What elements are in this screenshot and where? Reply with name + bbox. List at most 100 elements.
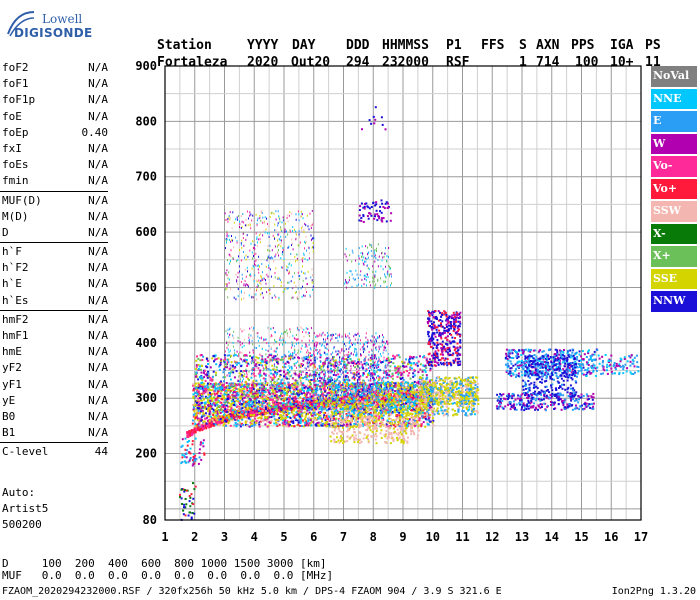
echo-point	[380, 417, 383, 420]
echo-point	[207, 388, 210, 391]
echo-point	[311, 414, 314, 417]
echo-point	[192, 384, 194, 387]
echo-point	[298, 415, 301, 418]
echo-point	[323, 361, 326, 364]
echo-point	[286, 420, 289, 422]
echo-point	[397, 400, 400, 403]
echo-point	[323, 414, 326, 417]
echo-point	[382, 371, 385, 374]
echo-point	[340, 395, 343, 398]
echo-point	[226, 395, 229, 398]
echo-point	[378, 401, 381, 404]
echo-point	[411, 367, 414, 370]
echo-point	[387, 356, 390, 359]
echo-point	[252, 412, 255, 416]
echo-point	[286, 410, 289, 413]
echo-point	[231, 410, 234, 413]
echo-point	[303, 390, 305, 393]
echo-point	[232, 398, 235, 401]
echo-point	[353, 424, 356, 427]
echo-point	[211, 392, 214, 395]
echo-point	[193, 410, 196, 413]
echo-point	[202, 425, 205, 428]
echo-point	[198, 365, 201, 368]
echo-point	[303, 384, 306, 387]
echo-point	[248, 404, 251, 407]
echo-point	[266, 382, 269, 385]
echo-point	[408, 362, 411, 365]
echo-point	[192, 403, 194, 406]
echo-point	[324, 411, 327, 414]
echo-point	[254, 392, 257, 395]
echo-point	[262, 389, 265, 392]
echo-point	[415, 405, 418, 408]
echo-point	[283, 389, 286, 392]
echo-point	[233, 404, 236, 406]
echo-point	[217, 390, 220, 393]
echo-point	[229, 371, 232, 374]
echo-point	[287, 407, 290, 410]
echo-point	[213, 390, 216, 393]
echo-point	[213, 410, 216, 413]
echo-point	[273, 408, 276, 411]
echo-point	[282, 399, 285, 402]
echo-point	[385, 387, 388, 390]
echo-point	[285, 413, 288, 416]
echo-point	[297, 390, 299, 392]
echo-point	[422, 404, 425, 407]
echo-point	[364, 411, 367, 414]
echo-point	[262, 400, 265, 402]
echo-point	[306, 375, 309, 377]
echo-point	[403, 371, 405, 374]
echo-point	[204, 406, 207, 408]
echo-point	[205, 422, 208, 425]
echo-point	[299, 420, 302, 423]
echo-point	[230, 417, 233, 420]
echo-point	[224, 415, 227, 418]
echo-point	[250, 405, 253, 408]
param-row-foes: foEs N/A	[0, 157, 112, 173]
echo-point	[364, 405, 367, 408]
echo-point	[250, 409, 253, 412]
echo-point	[290, 425, 293, 427]
echo-point	[193, 384, 196, 387]
echo-point	[196, 407, 199, 409]
echo-point	[210, 385, 213, 388]
echo-point	[385, 400, 388, 402]
echo-point	[356, 402, 359, 405]
echo-point	[325, 418, 328, 421]
param-name: h`F2	[2, 261, 29, 275]
echo-point	[287, 369, 289, 371]
echo-point	[200, 410, 202, 413]
echo-point	[254, 405, 257, 408]
echo-point	[307, 420, 310, 423]
echo-point	[287, 405, 290, 407]
echo-point	[394, 399, 397, 402]
echo-point	[421, 406, 423, 409]
echo-point	[228, 388, 231, 391]
echo-point	[327, 381, 330, 384]
echo-point	[400, 422, 403, 425]
echo-point	[273, 394, 276, 397]
echo-point	[336, 409, 339, 412]
echo-point	[402, 439, 405, 442]
auto-artist: Artist5	[2, 502, 49, 515]
echo-point	[246, 420, 249, 423]
echo-point	[391, 377, 394, 380]
echo-point	[213, 415, 216, 418]
logo-text-digisonde: DIGISONDE	[14, 26, 93, 40]
echo-point	[404, 420, 407, 423]
echo-point	[248, 378, 250, 381]
echo-point	[407, 407, 409, 410]
echo-point	[236, 398, 239, 401]
echo-point	[223, 401, 226, 404]
echo-point	[228, 402, 231, 405]
echo-point	[379, 425, 382, 428]
echo-point	[298, 357, 301, 360]
echo-point	[390, 358, 393, 360]
echo-point	[192, 408, 195, 411]
echo-point	[192, 431, 195, 435]
echo-point	[205, 407, 208, 410]
echo-point	[394, 367, 397, 370]
echo-point	[276, 382, 279, 385]
